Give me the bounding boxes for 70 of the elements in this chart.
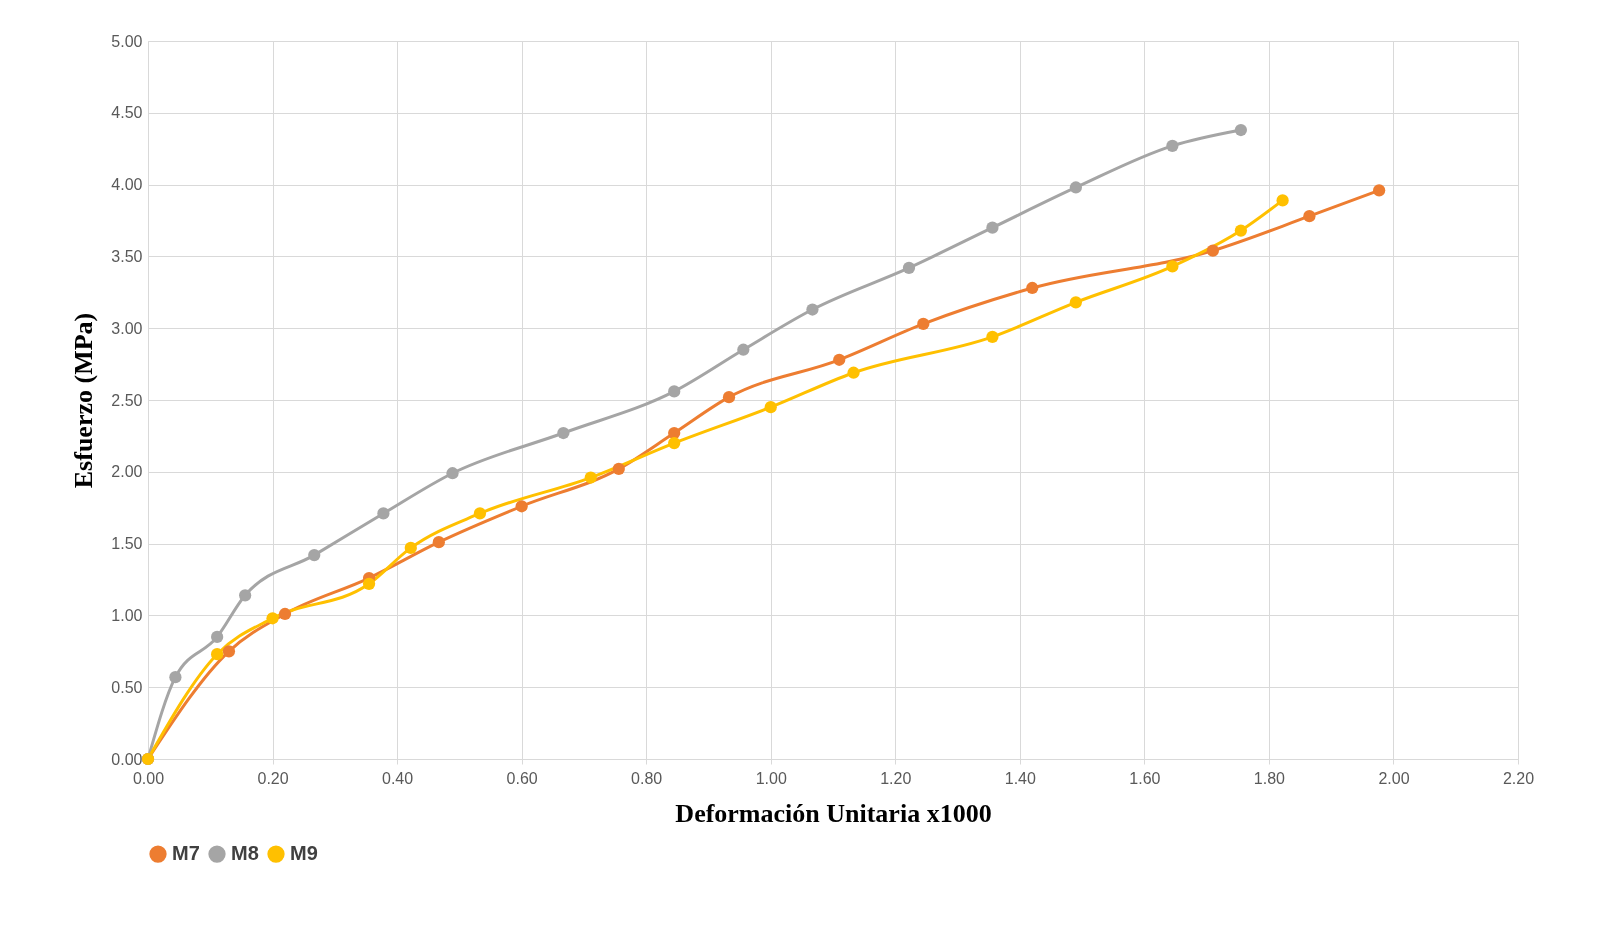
y-tick-label: 2.00 bbox=[111, 463, 143, 481]
x-tick-label: 0.40 bbox=[382, 769, 414, 787]
point bbox=[902, 261, 916, 274]
point bbox=[1166, 139, 1179, 152]
point bbox=[1234, 224, 1248, 237]
x-tick-label: 1.20 bbox=[880, 769, 912, 787]
point bbox=[737, 343, 750, 356]
x-tick-label: 1.00 bbox=[755, 769, 787, 787]
point bbox=[806, 303, 819, 316]
x-axis-title: Deformación Unitaria x1000 bbox=[675, 798, 992, 828]
y-tick-label: 3.50 bbox=[111, 247, 143, 265]
x-tick-label: 0.00 bbox=[132, 769, 165, 787]
point bbox=[668, 436, 681, 450]
point bbox=[169, 671, 182, 684]
y-tick-label: 4.50 bbox=[111, 104, 143, 122]
point bbox=[432, 536, 445, 549]
point bbox=[722, 391, 736, 404]
point bbox=[764, 401, 777, 414]
point bbox=[847, 366, 860, 379]
point bbox=[1069, 296, 1082, 309]
point bbox=[473, 507, 487, 520]
point bbox=[1373, 184, 1386, 197]
point bbox=[612, 462, 625, 476]
point bbox=[239, 589, 252, 602]
point bbox=[362, 577, 376, 590]
point bbox=[668, 426, 681, 440]
y-tick-label: 2.50 bbox=[111, 391, 143, 409]
x-tick-label: 1.80 bbox=[1253, 769, 1286, 787]
point bbox=[917, 317, 930, 330]
point bbox=[986, 330, 999, 343]
point bbox=[1069, 181, 1082, 194]
y-axis-title: Esfuerzo (MPa) bbox=[69, 312, 99, 489]
point bbox=[211, 648, 224, 661]
y-tick-label: 0.50 bbox=[111, 678, 143, 696]
point bbox=[1303, 210, 1316, 223]
x-tick-label: 1.60 bbox=[1129, 769, 1161, 787]
y-tick-label: 3.00 bbox=[111, 319, 143, 337]
x-tick-label: 0.80 bbox=[631, 769, 663, 787]
x-tick-label: 2.00 bbox=[1378, 769, 1410, 787]
point bbox=[1166, 260, 1179, 273]
point bbox=[1234, 123, 1248, 137]
point bbox=[668, 385, 681, 398]
legend-label: M8 bbox=[231, 842, 259, 865]
x-tick-label: 1.40 bbox=[1004, 769, 1036, 787]
point bbox=[404, 541, 417, 555]
point bbox=[446, 467, 459, 480]
point bbox=[308, 548, 321, 562]
y-tick-label: 0.00 bbox=[111, 750, 143, 768]
x-tick-label: 2.20 bbox=[1502, 769, 1535, 787]
y-tick-label: 1.50 bbox=[111, 535, 143, 553]
point bbox=[1206, 244, 1219, 257]
point bbox=[266, 612, 279, 625]
point bbox=[278, 607, 292, 621]
point bbox=[557, 426, 570, 440]
y-tick-label: 5.00 bbox=[111, 32, 143, 50]
y-tick-label: 4.00 bbox=[111, 176, 143, 194]
point bbox=[584, 471, 597, 484]
point bbox=[833, 353, 846, 366]
point bbox=[515, 500, 528, 513]
y-tick-label: 1.00 bbox=[111, 606, 143, 624]
point bbox=[377, 507, 390, 520]
point bbox=[986, 221, 999, 234]
point bbox=[222, 645, 236, 658]
point bbox=[1276, 194, 1289, 207]
x-tick-label: 0.60 bbox=[506, 769, 538, 787]
legend-label: M9 bbox=[290, 842, 318, 865]
x-tick-label: 0.20 bbox=[257, 769, 289, 787]
point bbox=[211, 630, 224, 644]
point bbox=[1026, 281, 1039, 295]
legend-label: M7 bbox=[172, 842, 200, 865]
